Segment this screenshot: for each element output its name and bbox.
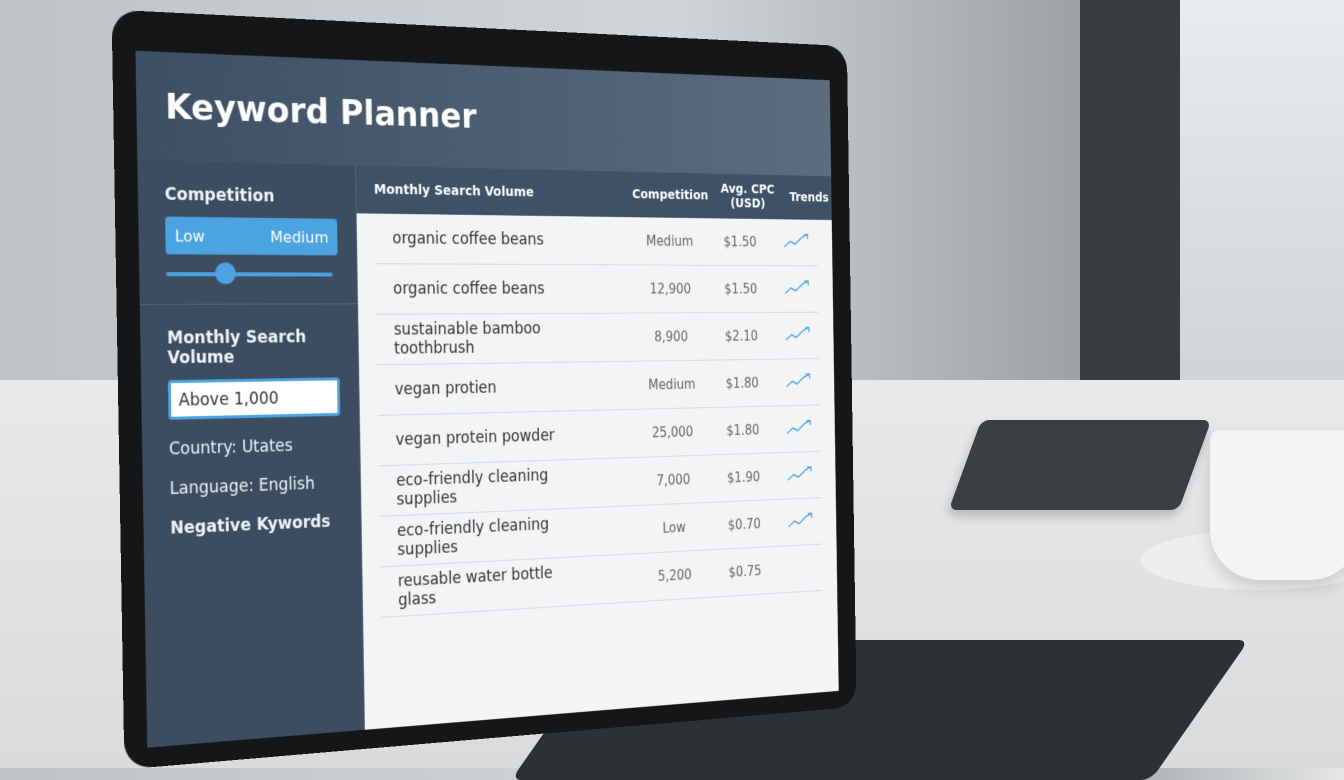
table-row[interactable]: organic coffee beans 12,900 $1.50 (375, 264, 819, 315)
cpc-cell: $1.50 (724, 280, 758, 298)
table-body: organic coffee beans Medium $1.50 organi… (356, 213, 839, 748)
cpc-cell: $1.80 (726, 421, 760, 439)
trend-up-icon (780, 510, 821, 533)
divider (139, 303, 358, 305)
value-cell: 12,900 (649, 280, 692, 298)
competition-label: Competition (164, 184, 275, 207)
cpc-cell: $0.75 (728, 562, 762, 581)
laptop: Keyword Planner Competition Low Medium M… (111, 9, 857, 770)
trend-up-icon (777, 325, 819, 346)
value-cell: 5,200 (657, 566, 692, 585)
value-cell: 7,000 (656, 471, 691, 489)
value-cell: 8,900 (654, 328, 689, 346)
keyword-cell: eco-friendly cleaning supplies (396, 466, 549, 510)
cpc-cell: $1.80 (725, 374, 759, 392)
country-filter[interactable]: Country: Utates (168, 436, 293, 460)
competition-medium[interactable]: Medium (270, 227, 329, 247)
cpc-cell: $1.50 (723, 233, 757, 250)
keyword-cell: reusable water bottle glass (397, 563, 553, 611)
col-competition[interactable]: Competition (632, 187, 709, 204)
negative-keywords-filter[interactable]: Negative Kywords (170, 512, 331, 539)
trend-up-icon (778, 371, 820, 393)
app-title: Keyword Planner (164, 86, 477, 136)
cpc-cell: $1.90 (727, 468, 761, 487)
competition-toggle[interactable]: Low Medium (165, 216, 338, 256)
cpc-cell: $0.70 (727, 515, 761, 534)
value-cell: Medium (645, 232, 694, 250)
trend-up-icon (776, 232, 818, 253)
volume-input[interactable]: Above 1,000 (167, 377, 341, 420)
trend-up-icon (777, 278, 819, 299)
table-row[interactable]: sustainable bamboo toothbrush 8,900 $2.1… (375, 312, 819, 366)
table-row[interactable]: organic coffee beans Medium $1.50 (374, 213, 818, 267)
keyword-table: Monthly Search Volume Competition Avg. C… (355, 165, 839, 748)
coffee-cup (1210, 430, 1344, 580)
window-frame (1080, 0, 1180, 380)
keyword-cell: sustainable bamboo toothbrush (393, 319, 541, 359)
cpc-cell: $2.10 (724, 327, 759, 345)
keyword-cell: organic coffee beans (393, 279, 545, 299)
col-volume[interactable]: Monthly Search Volume (373, 182, 535, 201)
competition-low[interactable]: Low (174, 226, 205, 246)
value-cell: Medium (648, 376, 696, 394)
keyword-cell: vegan protien (394, 378, 497, 400)
value-cell: 25,000 (651, 423, 694, 442)
value-cell: Low (662, 519, 686, 537)
trend-up-icon (779, 418, 821, 440)
slider-handle[interactable] (215, 262, 236, 285)
window (1180, 0, 1344, 380)
trend-up-icon (781, 567, 822, 569)
col-trends[interactable]: Trends (789, 190, 829, 206)
volume-label: Monthly Search Volume (166, 327, 307, 369)
filter-sidebar: Competition Low Medium Monthly Search Vo… (137, 160, 365, 748)
screen: Keyword Planner Competition Low Medium M… (135, 50, 839, 748)
competition-slider[interactable] (166, 262, 333, 285)
app-header: Keyword Planner (135, 50, 832, 177)
keyword-cell: vegan protein powder (395, 426, 555, 450)
col-cpc[interactable]: Avg. CPC (USD) (720, 181, 775, 212)
keyword-cell: organic coffee beans (392, 229, 544, 250)
keyword-cell: eco-friendly cleaning supplies (396, 515, 550, 560)
tablet (948, 420, 1212, 510)
language-filter[interactable]: Language: English (169, 474, 315, 500)
trend-up-icon (779, 464, 821, 487)
